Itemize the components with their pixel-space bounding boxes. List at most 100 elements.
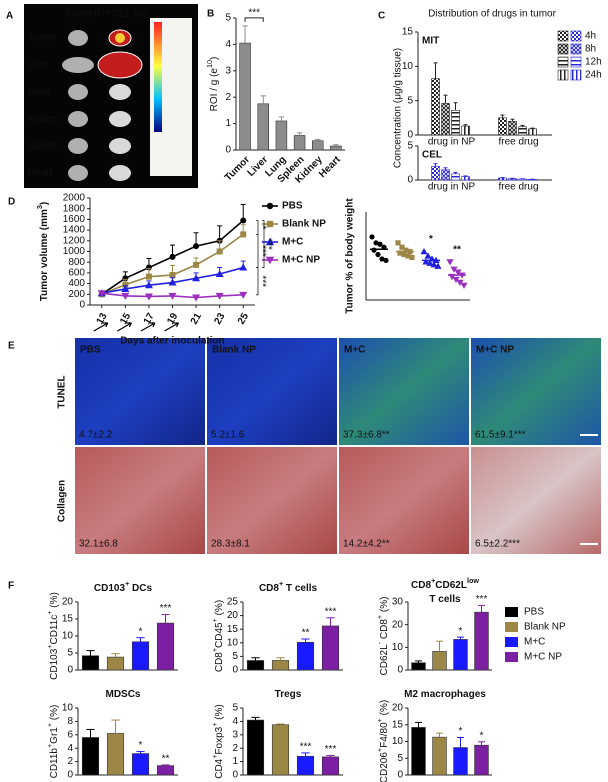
y-axis-label-part: CD4 <box>214 758 225 778</box>
bar <box>451 109 460 136</box>
micrograph-value: 28.3±8.1 <box>211 539 250 550</box>
legend-swatch <box>570 30 582 42</box>
panel-label: F <box>8 581 14 592</box>
tumor-hotspot <box>115 33 125 43</box>
y-tick-label: 10 <box>392 642 404 653</box>
micrograph-value: 61.5±9.1*** <box>475 430 526 441</box>
bar <box>81 655 100 671</box>
marker <box>192 294 201 302</box>
bar <box>411 727 426 776</box>
y-tick-label: 0 <box>407 175 413 186</box>
y-axis-label-part: (%) <box>214 600 225 618</box>
legend-swatch <box>505 637 518 647</box>
y-axis-label-part: Tumor volume (mm <box>39 209 50 301</box>
marker <box>422 258 430 265</box>
y-axis-label: CD4+Foxp3+ (%) <box>210 704 225 779</box>
y-tick-label: 0 <box>67 770 73 781</box>
x-tick-label: free drug <box>498 137 538 148</box>
y-axis-label-part: ) <box>39 202 50 205</box>
treatment-arrow <box>117 322 132 332</box>
y-tick-label: 2000 <box>63 193 86 204</box>
row-label: Collagen <box>57 480 68 522</box>
chart-title: CD8+CD62Llow <box>411 576 479 591</box>
legend-label: M+C <box>524 637 545 648</box>
bar <box>498 117 507 136</box>
marker <box>383 257 389 263</box>
marker <box>420 248 428 255</box>
y-tick-label: 800 <box>68 257 85 268</box>
micrograph <box>207 338 337 445</box>
marker <box>397 250 403 256</box>
y-tick-label: 0 <box>232 770 238 781</box>
y-axis-label: Tumor % of body weight <box>345 198 356 314</box>
bar <box>330 145 342 151</box>
y-tick-label: 20 <box>62 597 74 608</box>
panel-label: C <box>378 11 385 22</box>
micrograph-value: 6.5±2.2*** <box>475 539 520 550</box>
significance: *** <box>325 744 337 755</box>
marker <box>215 292 224 300</box>
legend-swatch <box>570 69 582 81</box>
marker <box>265 237 275 246</box>
y-axis-label-part: ) <box>209 57 220 60</box>
marker <box>266 220 274 228</box>
marker <box>168 278 177 286</box>
significance-bracket <box>256 267 259 296</box>
marker <box>240 231 247 238</box>
marker <box>216 248 223 255</box>
significance: * <box>139 740 143 751</box>
x-axis-label: Days after inoculation <box>120 336 224 347</box>
y-axis-label-part: - <box>375 641 384 644</box>
y-tick-label: 4 <box>67 743 73 754</box>
y-axis-label-part: (%) <box>49 592 60 610</box>
marker <box>265 256 275 265</box>
marker <box>193 243 200 250</box>
marker <box>266 202 274 210</box>
legend-label: M+C NP <box>524 652 562 663</box>
marker <box>456 279 464 286</box>
y-axis-label-part: (%) <box>49 705 60 723</box>
bar <box>81 737 100 776</box>
marker <box>373 240 379 246</box>
y-axis-label-part: CD62L <box>379 644 390 676</box>
chart-title-part: CD103 <box>94 583 126 594</box>
row-label: TUNEL <box>57 375 68 408</box>
micrograph-value: 5.2±1.6 <box>211 430 245 441</box>
legend-label: 24h <box>585 70 602 81</box>
organ-np <box>97 51 143 79</box>
micrograph <box>471 338 601 445</box>
treatment-arrow <box>93 322 109 332</box>
marker <box>144 281 153 289</box>
y-axis-label-part: 3 <box>35 205 44 209</box>
marker <box>192 274 201 282</box>
y-tick-label: 0 <box>232 665 238 676</box>
bar <box>271 724 290 776</box>
y-axis-label-part: + <box>210 648 219 652</box>
column-label: PBS <box>80 345 101 356</box>
marker <box>371 247 377 253</box>
y-tick-label: 5 <box>232 703 238 714</box>
legend-label: M+C NP <box>282 255 320 266</box>
bar <box>474 744 489 776</box>
marker <box>97 290 106 298</box>
organ-blank <box>62 57 94 73</box>
y-tick-label: 5 <box>232 651 238 662</box>
y-tick-label: 4 <box>225 39 231 50</box>
y-axis-label-part: (%) <box>379 700 390 718</box>
x-tick-label: drug in NP <box>428 182 476 193</box>
organ-blank <box>68 165 88 181</box>
y-axis-label-part: CD11b <box>49 748 60 779</box>
y-tick-label: 1600 <box>63 214 86 225</box>
y-axis-label: ROI / g (e10) <box>205 57 220 112</box>
bar <box>271 660 290 671</box>
legend-swatch <box>557 69 569 81</box>
y-tick-label: 10 <box>392 736 404 747</box>
legend-label: PBS <box>524 607 544 618</box>
legend-label: Blank NP <box>282 219 326 230</box>
marker <box>375 251 381 258</box>
y-tick-label: 5 <box>225 13 231 24</box>
marker <box>452 276 460 284</box>
bar <box>321 625 340 671</box>
micrograph-value: 37.3±6.8** <box>343 430 390 441</box>
marker <box>430 261 438 268</box>
